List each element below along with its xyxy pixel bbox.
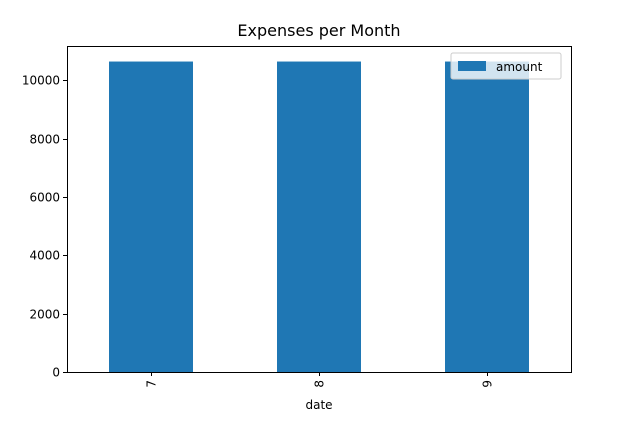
- bar-9: [445, 61, 529, 372]
- x-axis: 7 8 9: [145, 372, 495, 388]
- chart-title: Expenses per Month: [237, 21, 400, 40]
- y-axis: 0 2000 4000 6000 8000 10000: [22, 74, 67, 380]
- x-tick-label-8: 8: [313, 380, 327, 388]
- y-tick-label-6000: 6000: [29, 191, 60, 205]
- bars-layer: [109, 61, 529, 372]
- y-tick-label-2000: 2000: [29, 308, 60, 322]
- y-tick-label-10000: 10000: [22, 74, 60, 88]
- y-tick-label-0: 0: [52, 366, 60, 380]
- x-tick-label-7: 7: [145, 380, 159, 388]
- bar-8: [277, 61, 361, 372]
- legend-box: [450, 52, 562, 80]
- legend: amount: [450, 52, 562, 80]
- y-tick-label-8000: 8000: [29, 133, 60, 147]
- y-tick-label-4000: 4000: [29, 249, 60, 263]
- bar-7: [109, 61, 193, 372]
- x-tick-label-9: 9: [481, 380, 495, 388]
- x-axis-label: date: [305, 398, 332, 412]
- plot-frame: [67, 46, 572, 373]
- legend-label: amount: [496, 60, 543, 74]
- legend-swatch: [458, 61, 486, 71]
